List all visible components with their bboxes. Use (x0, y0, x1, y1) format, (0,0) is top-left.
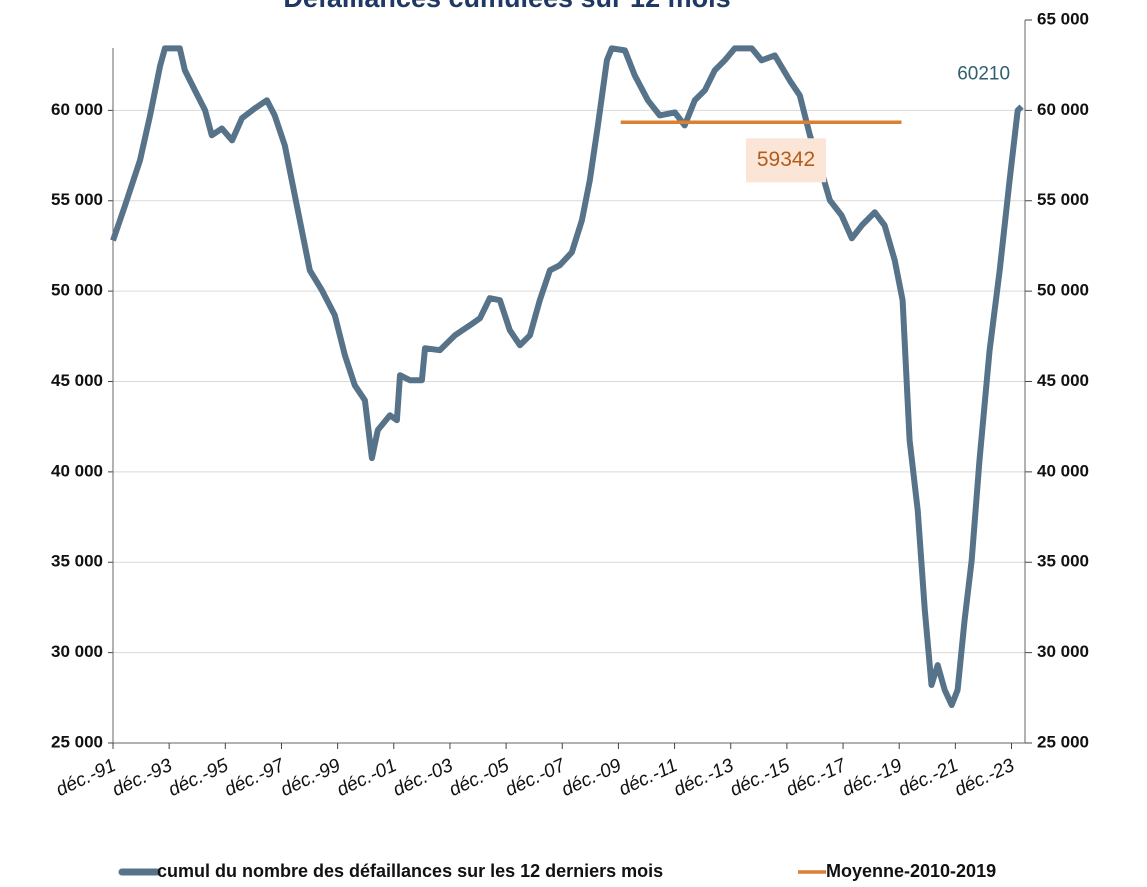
y2-tick-label: 40 000 (1037, 461, 1089, 480)
x-tick-label: déc.-01 (334, 755, 400, 801)
y2-tick-label: 65 000 (1037, 9, 1089, 28)
x-tick-label: déc.-97 (221, 754, 289, 800)
x-tick-label: déc.-09 (558, 755, 625, 801)
y-tick-label: 30 000 (51, 642, 103, 661)
y-tick-label: 55 000 (51, 190, 103, 209)
chart-title: Défaillances cumulées sur 12 mois (283, 0, 730, 13)
y2-tick-label: 25 000 (1037, 732, 1089, 751)
y2-tick-label: 50 000 (1037, 281, 1089, 300)
series-line (110, 45, 1024, 708)
y-tick-label: 60 000 (51, 100, 103, 119)
annotation: 59342 (757, 148, 815, 171)
x-tick-label: déc.-23 (951, 755, 1018, 801)
x-tick-label: déc.-99 (278, 755, 345, 801)
y-tick-label: 40 000 (51, 461, 103, 480)
x-tick-label: déc.-15 (727, 755, 794, 801)
y-tick-label: 45 000 (51, 371, 103, 390)
x-tick-label: déc.-13 (671, 755, 738, 801)
y2-tick-label: 30 000 (1037, 642, 1089, 661)
y-tick-label: 35 000 (51, 552, 103, 571)
x-tick-label: déc.-17 (783, 754, 851, 800)
y2-tick-label: 45 000 (1037, 371, 1089, 390)
x-tick-label: déc.-95 (165, 755, 232, 801)
y2-tick-label: 60 000 (1037, 100, 1089, 119)
legend-label: cumul du nombre des défaillances sur les… (157, 861, 663, 881)
legend-label: Moyenne-2010-2019 (826, 861, 996, 881)
y-tick-label: 25 000 (51, 732, 103, 751)
y-tick-label: 50 000 (51, 281, 103, 300)
annotation: 60210 (957, 64, 1010, 85)
x-tick-label: déc.-07 (502, 754, 570, 800)
x-tick-label: déc.-11 (616, 755, 681, 800)
x-tick-label: déc.-05 (446, 755, 513, 801)
y2-tick-label: 35 000 (1037, 552, 1089, 571)
x-tick-label: déc.-21 (895, 755, 961, 801)
annotation-box (746, 138, 827, 183)
x-tick-label: déc.-91 (53, 755, 119, 801)
x-tick-label: déc.-93 (109, 755, 176, 801)
y2-tick-label: 55 000 (1037, 190, 1089, 209)
x-tick-label: déc.-19 (839, 755, 906, 801)
x-tick-label: déc.-03 (390, 755, 457, 801)
